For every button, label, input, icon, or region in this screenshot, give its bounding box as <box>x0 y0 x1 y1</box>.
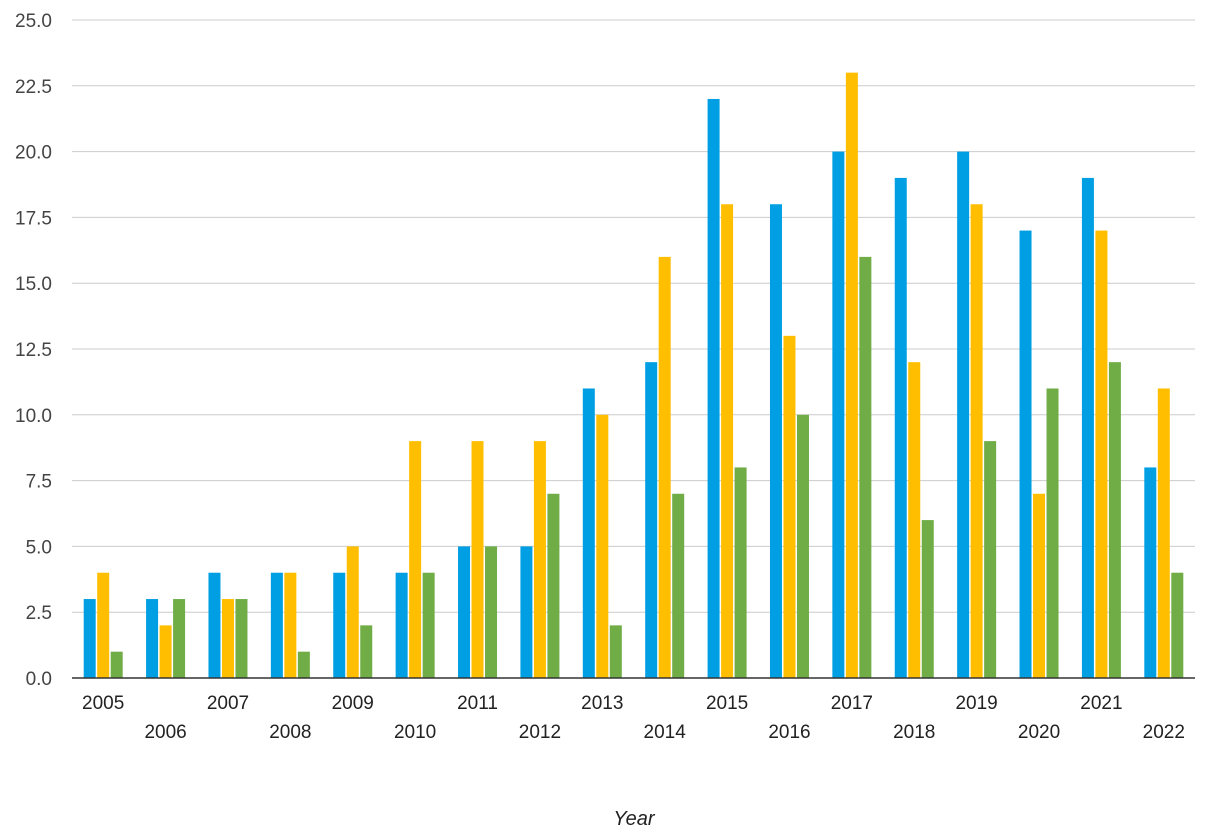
bar-2021-series-1 <box>1081 177 1094 679</box>
bar-2018-series-2 <box>908 362 921 678</box>
gridlines <box>72 19 1195 613</box>
x-axis-label: Year <box>613 808 655 830</box>
bar-2006-series-3 <box>173 599 186 678</box>
bar-2012-series-3 <box>547 493 560 678</box>
x-tick-label: 2021 <box>1080 693 1122 714</box>
bar-2021-series-2 <box>1095 230 1108 678</box>
bar-2022-series-1 <box>1144 467 1157 678</box>
x-tick-label: 2019 <box>955 693 997 714</box>
x-tick-label: 2011 <box>457 693 498 714</box>
x-tick-label: 2010 <box>394 722 436 743</box>
bars <box>83 72 1184 679</box>
bar-2012-series-2 <box>533 441 546 678</box>
bar-2011-series-3 <box>485 546 498 678</box>
bar-2010-series-3 <box>422 572 435 678</box>
x-tick-label: 2006 <box>144 722 186 743</box>
bar-2008-series-1 <box>270 572 283 678</box>
bar-2018-series-1 <box>894 177 907 679</box>
y-tick-label: 7.5 <box>26 472 52 493</box>
bar-2013-series-1 <box>582 388 595 678</box>
bar-2016-series-2 <box>783 335 796 678</box>
x-tick-label: 2009 <box>332 693 374 714</box>
x-tick-label: 2012 <box>519 722 561 743</box>
bar-2019-series-1 <box>957 151 970 679</box>
y-tick-label: 0.0 <box>26 669 52 690</box>
y-tick-label: 2.5 <box>26 603 52 624</box>
bar-2007-series-1 <box>208 572 221 678</box>
y-tick-label: 5.0 <box>26 537 52 558</box>
y-tick-label: 20.0 <box>15 143 52 164</box>
bar-2015-series-2 <box>721 204 734 679</box>
bar-2007-series-2 <box>221 599 234 678</box>
bar-2007-series-3 <box>235 599 248 678</box>
x-tick-label: 2005 <box>82 693 124 714</box>
bar-2014-series-3 <box>672 493 685 678</box>
y-tick-label: 17.5 <box>15 208 52 229</box>
bar-2016-series-1 <box>769 204 782 679</box>
y-axis-ticks: 0.0 2.5 5.0 7.5 10.0 12.5 15.0 17.5 20.0 22.5 25.0 <box>15 11 52 690</box>
x-tick-label: 2020 <box>1018 722 1060 743</box>
bar-2005-series-2 <box>97 572 110 678</box>
bar-2021-series-3 <box>1108 362 1121 678</box>
bar-2009-series-3 <box>360 625 373 678</box>
x-tick-label: 2013 <box>581 693 623 714</box>
bar-2015-series-1 <box>707 98 720 678</box>
bar-2008-series-2 <box>284 572 297 678</box>
bar-2006-series-1 <box>146 599 159 678</box>
bar-2014-series-1 <box>645 362 658 678</box>
bar-2008-series-3 <box>297 651 310 678</box>
bar-2009-series-1 <box>333 572 346 678</box>
bar-2018-series-3 <box>921 520 934 678</box>
x-tick-label: 2016 <box>768 722 810 743</box>
bar-2020-series-2 <box>1033 493 1046 678</box>
bar-2009-series-2 <box>346 546 359 678</box>
y-tick-label: 12.5 <box>15 340 52 361</box>
bar-2019-series-3 <box>984 441 997 678</box>
bar-2011-series-2 <box>471 441 484 678</box>
bar-2020-series-1 <box>1019 230 1032 678</box>
bar-2020-series-3 <box>1046 388 1059 678</box>
bar-2022-series-3 <box>1171 572 1184 678</box>
x-tick-label: 2015 <box>706 693 748 714</box>
bar-2019-series-2 <box>970 204 983 679</box>
bar-2015-series-3 <box>734 467 747 678</box>
x-tick-label: 2014 <box>644 722 687 743</box>
bar-2022-series-2 <box>1157 388 1170 678</box>
bar-2016-series-3 <box>796 414 809 678</box>
x-tick-label: 2018 <box>893 722 935 743</box>
bar-2017-series-1 <box>832 151 845 679</box>
bar-2006-series-2 <box>159 625 172 678</box>
y-tick-label: 22.5 <box>15 77 52 98</box>
bar-2010-series-2 <box>409 441 422 678</box>
bar-2017-series-2 <box>845 72 858 678</box>
x-tick-label: 2008 <box>269 722 311 743</box>
bar-2011-series-1 <box>458 546 471 678</box>
bar-2014-series-2 <box>658 256 671 678</box>
x-tick-label: 2017 <box>831 693 873 714</box>
x-axis-ticks: 2005 2006 2007 2008 2009 2010 2011 2012 2013 2014… <box>82 693 1185 743</box>
x-tick-label: 2007 <box>207 693 249 714</box>
bar-2010-series-1 <box>395 572 408 678</box>
y-tick-label: 10.0 <box>15 406 52 427</box>
bar-2012-series-1 <box>520 546 533 678</box>
x-tick-label: 2022 <box>1143 722 1185 743</box>
bar-2005-series-3 <box>110 651 123 678</box>
bar-2013-series-2 <box>596 414 609 678</box>
bar-2005-series-1 <box>83 599 96 678</box>
bar-2013-series-3 <box>609 625 622 678</box>
y-tick-label: 15.0 <box>15 274 52 295</box>
bar-2017-series-3 <box>859 256 872 678</box>
y-tick-label: 25.0 <box>15 11 52 32</box>
